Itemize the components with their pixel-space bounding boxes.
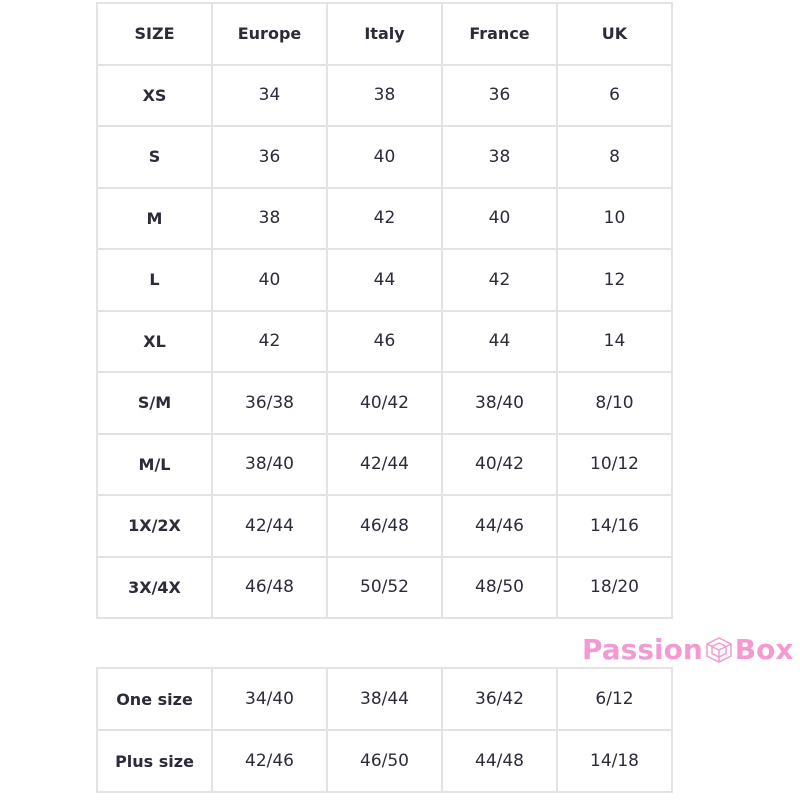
passionbox-watermark: Passion Box [582,634,793,666]
size-chart-table: SIZE Europe Italy France UK XS 34 38 36 6 S 36 40 38 8… [96,2,673,619]
size-value-cell: 6/12 [556,667,673,731]
size-value-cell: 10/12 [556,432,673,496]
size-label-cell: M/L [96,432,213,496]
size-value-cell: 42/46 [211,729,328,793]
table-row: XS 34 38 36 6 [96,63,673,127]
size-value-cell: 46/48 [326,494,443,558]
size-label-cell: S/M [96,371,213,435]
table-row: XL 42 46 44 14 [96,309,673,373]
watermark-text-right: Box [734,633,794,666]
size-value-cell: 36/38 [211,371,328,435]
header-row: SIZE Europe Italy France UK [96,2,673,66]
cube-icon [706,637,732,663]
table-row: S 36 40 38 8 [96,125,673,189]
size-value-cell: 38 [441,125,558,189]
size-value-cell: 46/48 [211,555,328,619]
size-value-cell: 42 [326,186,443,250]
size-value-cell: 46/50 [326,729,443,793]
size-value-cell: 42/44 [211,494,328,558]
size-value-cell: 14 [556,309,673,373]
size-value-cell: 36/42 [441,667,558,731]
size-value-cell: 38 [211,186,328,250]
size-value-cell: 42/44 [326,432,443,496]
size-value-cell: 36 [441,63,558,127]
size-label-cell: M [96,186,213,250]
size-value-cell: 48/50 [441,555,558,619]
size-value-cell: 50/52 [326,555,443,619]
size-label-cell: 3X/4X [96,555,213,619]
size-value-cell: 8/10 [556,371,673,435]
table-row: Plus size 42/46 46/50 44/48 14/18 [96,729,673,793]
size-value-cell: 36 [211,125,328,189]
size-value-cell: 14/16 [556,494,673,558]
size-value-cell: 38/40 [441,371,558,435]
size-value-cell: 40 [326,125,443,189]
table-row: One size 34/40 38/44 36/42 6/12 [96,667,673,731]
size-value-cell: 38/40 [211,432,328,496]
size-value-cell: 34 [211,63,328,127]
column-header: Europe [211,2,328,66]
size-value-cell: 42 [441,248,558,312]
size-value-cell: 38 [326,63,443,127]
size-label-cell: S [96,125,213,189]
table-row: L 40 44 42 12 [96,248,673,312]
size-value-cell: 44/48 [441,729,558,793]
size-value-cell: 34/40 [211,667,328,731]
size-value-cell: 6 [556,63,673,127]
size-label-cell: 1X/2X [96,494,213,558]
one-plus-size-table: One size 34/40 38/44 36/42 6/12 Plus size 42/4… [96,667,673,793]
size-label-cell: XL [96,309,213,373]
size-value-cell: 42 [211,309,328,373]
table-row: S/M 36/38 40/42 38/40 8/10 [96,371,673,435]
size-value-cell: 18/20 [556,555,673,619]
table-row: 1X/2X 42/44 46/48 44/46 14/16 [96,494,673,558]
size-value-cell: 40 [211,248,328,312]
size-value-cell: 40/42 [441,432,558,496]
size-value-cell: 40/42 [326,371,443,435]
size-value-cell: 12 [556,248,673,312]
table-row: M/L 38/40 42/44 40/42 10/12 [96,432,673,496]
size-value-cell: 38/44 [326,667,443,731]
size-value-cell: 10 [556,186,673,250]
size-value-cell: 44 [441,309,558,373]
size-value-cell: 44 [326,248,443,312]
column-header: SIZE [96,2,213,66]
size-label-cell: XS [96,63,213,127]
size-value-cell: 46 [326,309,443,373]
size-value-cell: 44/46 [441,494,558,558]
table-row: 3X/4X 46/48 50/52 48/50 18/20 [96,555,673,619]
size-value-cell: 40 [441,186,558,250]
size-label-cell: L [96,248,213,312]
column-header: UK [556,2,673,66]
size-label-cell: Plus size [96,729,213,793]
size-value-cell: 8 [556,125,673,189]
size-value-cell: 14/18 [556,729,673,793]
column-header: France [441,2,558,66]
watermark-text-left: Passion [582,633,703,666]
column-header: Italy [326,2,443,66]
size-label-cell: One size [96,667,213,731]
table-row: M 38 42 40 10 [96,186,673,250]
